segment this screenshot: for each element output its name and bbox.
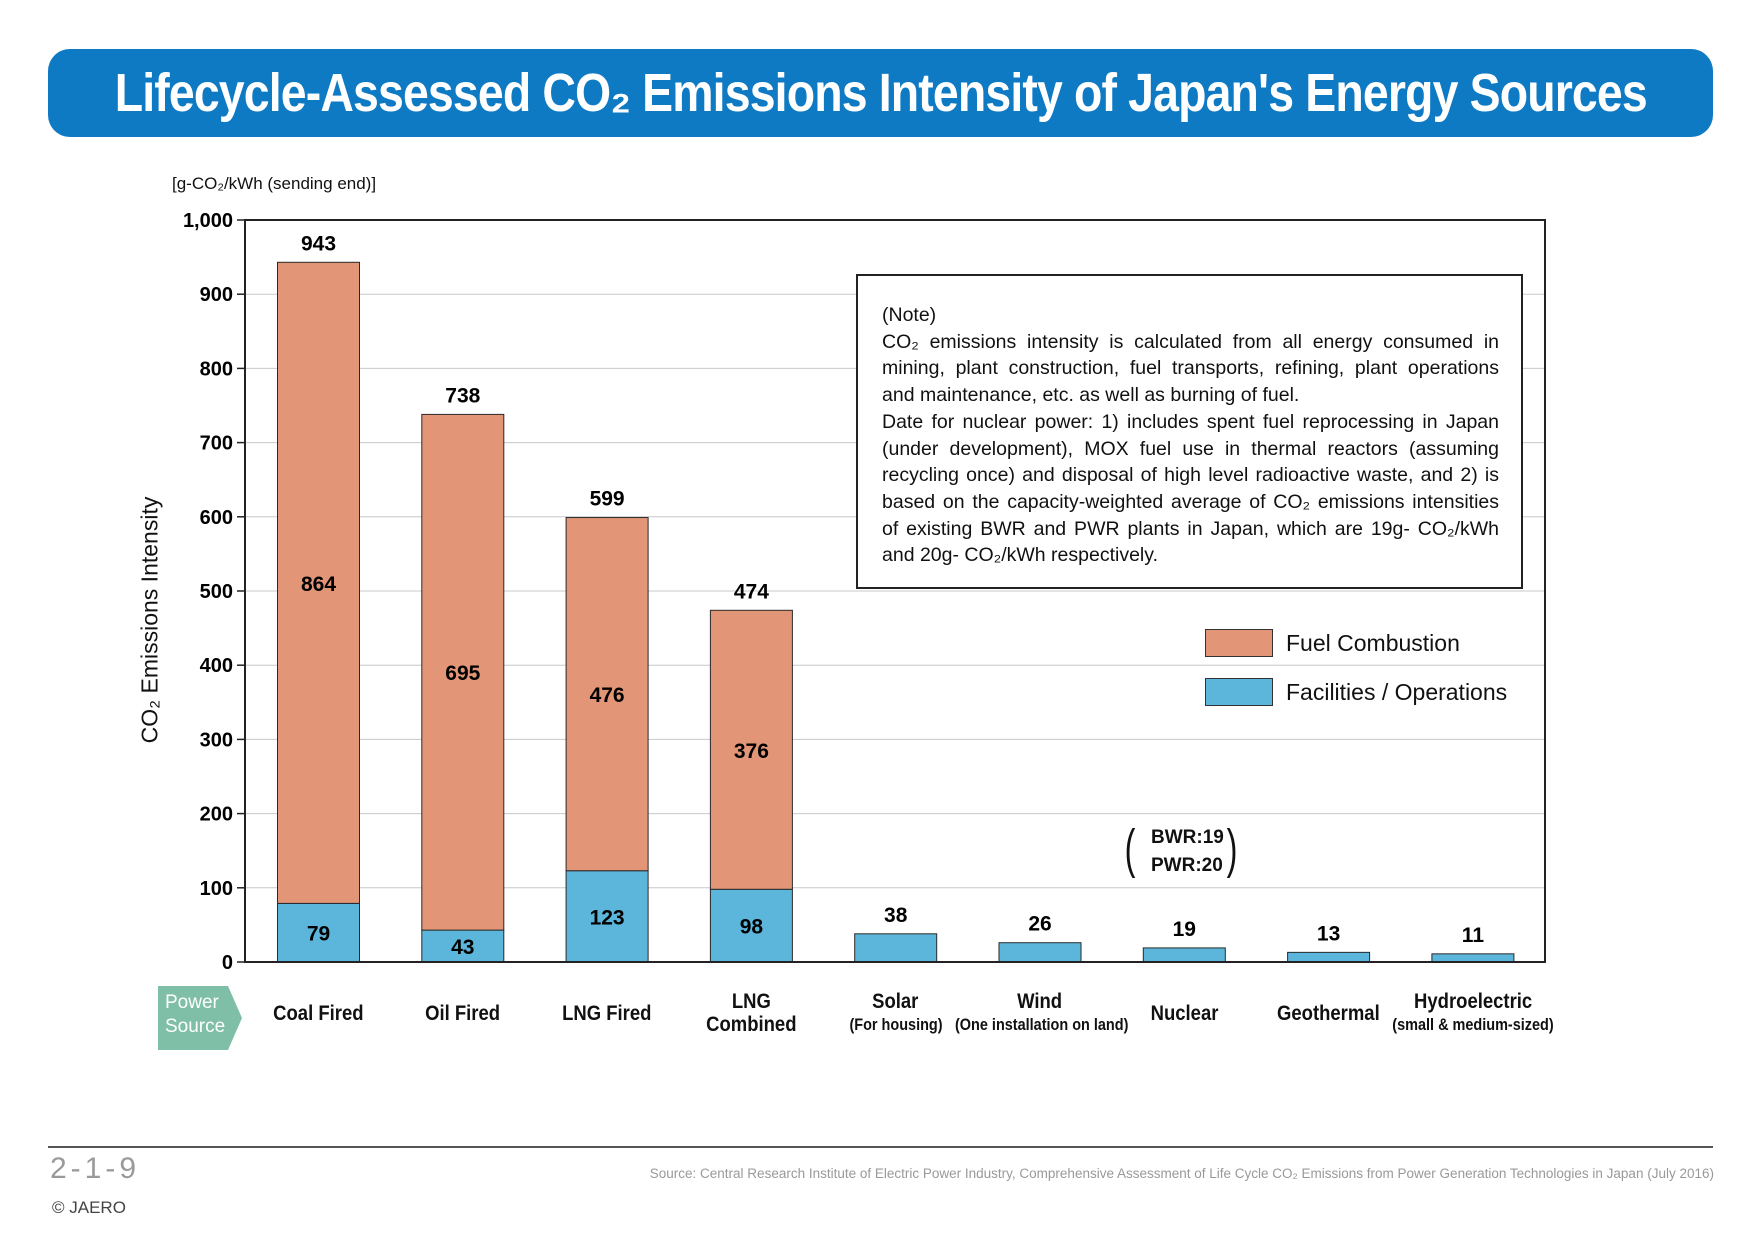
- y-tick-label: 100: [200, 878, 233, 900]
- copyright: © JAERO: [52, 1198, 126, 1217]
- data-label-facilities: 43: [451, 936, 474, 959]
- x-category-label: LNG Combined: [706, 990, 797, 1036]
- bar-fuel-combustion: [565, 517, 649, 872]
- x-category-label: Coal Fired: [273, 1002, 364, 1025]
- x-category-label: Oil Fired: [425, 1002, 501, 1025]
- x-category-label: Nuclear: [1150, 1002, 1219, 1025]
- bar-fuel-combustion: [277, 261, 360, 904]
- y-tick-label: 200: [200, 804, 233, 826]
- left-paren: (: [1124, 819, 1136, 879]
- note-body: CO₂ emissions intensity is calculated fr…: [882, 330, 1499, 567]
- bar-facilities-operations: [421, 929, 505, 963]
- y-tick-label: 0: [222, 952, 233, 974]
- power-source-tag: Power Source: [158, 986, 242, 1050]
- legend-swatch-fuel: [1205, 629, 1273, 657]
- x-category-label: Solar (For housing): [849, 990, 943, 1034]
- x-category-label: Wind (One installation on land): [955, 990, 1129, 1034]
- data-label-total: 19: [1173, 918, 1196, 941]
- y-tick-label: 800: [200, 358, 233, 380]
- legend-swatch-facilities: [1205, 678, 1273, 706]
- plot-frame: [244, 219, 1546, 963]
- page-number: 2-1-9: [50, 1152, 141, 1185]
- legend-label-fuel: Fuel Combustion: [1286, 629, 1460, 656]
- chart-title: Lifecycle-Assessed CO₂ Emissions Intensi…: [114, 63, 1647, 123]
- y-tick-label: 300: [200, 729, 233, 751]
- x-category-label: LNG Fired: [562, 1002, 652, 1025]
- y-tick-label: 600: [200, 507, 233, 529]
- note-box: (Note) CO₂ emissions intensity is calcul…: [856, 274, 1523, 589]
- note-title: (Note): [882, 304, 937, 326]
- bar-facilities-operations: [998, 942, 1082, 963]
- bar-fuel-combustion: [709, 609, 793, 890]
- y-tick-label: 400: [200, 655, 233, 677]
- data-label-facilities: 98: [740, 916, 764, 939]
- bar-facilities-operations: [1142, 947, 1226, 963]
- y-tick-label: 1,000: [183, 210, 233, 232]
- nuclear-annotation: ( BWR:19 PWR:20 ): [1125, 819, 1245, 881]
- y-tick-label: 900: [200, 284, 233, 306]
- unit-label: [g-CO₂/kWh (sending end)]: [172, 174, 377, 193]
- y-tick-label: 700: [200, 433, 233, 455]
- data-label-facilities: 123: [590, 906, 625, 929]
- data-label-total: 11: [1462, 924, 1485, 947]
- y-tick-label: 500: [200, 581, 233, 603]
- x-category-label: Geothermal: [1277, 1002, 1380, 1025]
- bwr-value: BWR:19: [1151, 827, 1224, 848]
- data-label-total: 26: [1028, 913, 1051, 936]
- legend-label-facilities: Facilities / Operations: [1286, 678, 1508, 705]
- bar-fuel-combustion: [421, 413, 505, 931]
- source-note: Source: Central Research Institute of El…: [649, 1166, 1714, 1181]
- legend-item-facilities-operations: Facilities / Operations: [1205, 678, 1507, 706]
- right-paren: ): [1226, 819, 1238, 879]
- legend-item-fuel-combustion: Fuel Combustion: [1205, 629, 1460, 657]
- data-label-total: 943: [301, 232, 336, 255]
- data-label-fuel: 695: [445, 662, 480, 685]
- data-label-fuel: 864: [301, 573, 336, 596]
- data-label-fuel: 476: [590, 684, 625, 707]
- bar-facilities-operations: [277, 902, 360, 963]
- title-bar: Lifecycle-Assessed CO₂ Emissions Intensi…: [48, 49, 1713, 137]
- power-source-label: Power Source: [165, 992, 226, 1037]
- data-label-total: 38: [884, 904, 908, 927]
- pwr-value: PWR:20: [1151, 855, 1223, 876]
- data-label-total: 13: [1317, 922, 1340, 945]
- x-category-label: Hydroelectric (small & medium-sized): [1392, 990, 1554, 1034]
- data-label-total: 738: [445, 384, 480, 407]
- data-label-fuel: 376: [734, 740, 769, 763]
- data-label-total: 474: [734, 580, 769, 603]
- bar-facilities-operations: [1287, 951, 1371, 963]
- footer-divider: [48, 1146, 1713, 1148]
- data-label-total: 599: [590, 488, 625, 511]
- bar-facilities-operations: [854, 933, 938, 963]
- bar-facilities-operations: [1431, 953, 1515, 963]
- data-label-facilities: 79: [307, 923, 330, 946]
